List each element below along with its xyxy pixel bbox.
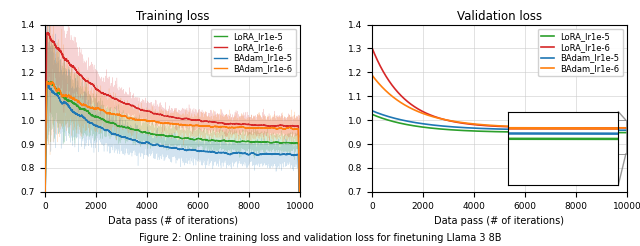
LoRA_lr1e-6 <box>166 115 173 118</box>
BAdam_lr1e-6 <box>42 136 50 138</box>
LoRA_lr1e-6 <box>296 240 304 243</box>
BAdam_lr1e-6 <box>296 241 304 244</box>
LoRA_lr1e-5 <box>383 118 391 121</box>
Line: BAdam_lr1e-6: BAdam_lr1e-6 <box>45 81 300 243</box>
LoRA_lr1e-5 <box>623 131 631 134</box>
LoRA_lr1e-6 <box>41 195 49 198</box>
LoRA_lr1e-6 <box>493 125 500 128</box>
BAdam_lr1e-5 <box>369 110 377 113</box>
BAdam_lr1e-6 <box>610 126 618 129</box>
Text: Figure 2: Online training loss and validation loss for finetuning Llama 3 8B: Figure 2: Online training loss and valid… <box>139 233 501 243</box>
LoRA_lr1e-6 <box>283 125 291 128</box>
Line: LoRA_lr1e-6: LoRA_lr1e-6 <box>372 47 627 128</box>
BAdam_lr1e-5 <box>166 146 173 149</box>
LoRA_lr1e-6 <box>378 69 386 72</box>
LoRA_lr1e-6 <box>52 44 60 47</box>
LoRA_lr1e-5 <box>52 87 60 90</box>
X-axis label: Data pass (# of iterations): Data pass (# of iterations) <box>108 216 237 226</box>
BAdam_lr1e-6 <box>383 91 391 93</box>
Line: BAdam_lr1e-5: BAdam_lr1e-5 <box>45 84 300 246</box>
BAdam_lr1e-5 <box>610 129 618 132</box>
BAdam_lr1e-6 <box>378 86 386 89</box>
LoRA_lr1e-5 <box>610 131 618 134</box>
Line: LoRA_lr1e-5: LoRA_lr1e-5 <box>45 81 300 246</box>
BAdam_lr1e-6 <box>41 218 49 221</box>
BAdam_lr1e-6 <box>52 86 60 89</box>
Legend: LoRA_lr1e-5, LoRA_lr1e-6, BAdam_lr1e-5, BAdam_lr1e-6: LoRA_lr1e-5, LoRA_lr1e-6, BAdam_lr1e-5, … <box>538 29 623 77</box>
Bar <box>594 120 626 154</box>
LoRA_lr1e-5 <box>368 113 376 116</box>
BAdam_lr1e-5 <box>383 115 391 118</box>
BAdam_lr1e-5 <box>418 122 426 125</box>
BAdam_lr1e-5 <box>52 93 60 96</box>
BAdam_lr1e-5 <box>283 153 291 156</box>
BAdam_lr1e-6 <box>418 112 426 115</box>
LoRA_lr1e-5 <box>91 115 99 118</box>
LoRA_lr1e-6 <box>44 31 51 34</box>
LoRA_lr1e-5 <box>283 141 291 144</box>
BAdam_lr1e-6 <box>369 75 377 78</box>
LoRA_lr1e-6 <box>383 77 391 79</box>
BAdam_lr1e-5 <box>91 124 99 127</box>
Legend: LoRA_lr1e-5, LoRA_lr1e-6, BAdam_lr1e-5, BAdam_lr1e-6: LoRA_lr1e-5, LoRA_lr1e-6, BAdam_lr1e-5, … <box>211 29 296 77</box>
BAdam_lr1e-6 <box>44 80 51 83</box>
LoRA_lr1e-6 <box>42 98 50 101</box>
BAdam_lr1e-5 <box>56 99 64 102</box>
LoRA_lr1e-5 <box>369 113 377 116</box>
LoRA_lr1e-6 <box>368 46 376 49</box>
LoRA_lr1e-6 <box>610 126 618 129</box>
Title: Validation loss: Validation loss <box>457 10 542 23</box>
BAdam_lr1e-5 <box>493 127 500 130</box>
BAdam_lr1e-6 <box>91 107 99 110</box>
Line: BAdam_lr1e-6: BAdam_lr1e-6 <box>372 75 627 128</box>
LoRA_lr1e-6 <box>418 110 426 113</box>
LoRA_lr1e-6 <box>369 49 377 52</box>
LoRA_lr1e-5 <box>418 125 426 128</box>
Line: LoRA_lr1e-6: LoRA_lr1e-6 <box>45 32 300 241</box>
Title: Training loss: Training loss <box>136 10 209 23</box>
LoRA_lr1e-5 <box>47 80 55 83</box>
BAdam_lr1e-6 <box>493 124 500 127</box>
LoRA_lr1e-5 <box>56 92 64 95</box>
LoRA_lr1e-6 <box>91 86 99 89</box>
BAdam_lr1e-6 <box>283 127 291 130</box>
BAdam_lr1e-5 <box>42 137 50 140</box>
BAdam_lr1e-6 <box>368 73 376 76</box>
LoRA_lr1e-5 <box>378 117 386 120</box>
BAdam_lr1e-5 <box>41 220 49 223</box>
BAdam_lr1e-6 <box>623 126 631 129</box>
BAdam_lr1e-5 <box>43 83 51 86</box>
LoRA_lr1e-5 <box>42 134 50 137</box>
LoRA_lr1e-5 <box>41 217 49 220</box>
BAdam_lr1e-6 <box>56 90 64 92</box>
BAdam_lr1e-5 <box>623 129 631 132</box>
X-axis label: Data pass (# of iterations): Data pass (# of iterations) <box>435 216 564 226</box>
LoRA_lr1e-5 <box>493 130 500 133</box>
LoRA_lr1e-6 <box>56 50 64 53</box>
BAdam_lr1e-6 <box>166 122 173 125</box>
BAdam_lr1e-5 <box>378 113 386 116</box>
LoRA_lr1e-5 <box>166 135 173 138</box>
BAdam_lr1e-5 <box>368 109 376 112</box>
Line: LoRA_lr1e-5: LoRA_lr1e-5 <box>372 114 627 133</box>
LoRA_lr1e-6 <box>623 126 631 129</box>
Line: BAdam_lr1e-5: BAdam_lr1e-5 <box>372 111 627 130</box>
